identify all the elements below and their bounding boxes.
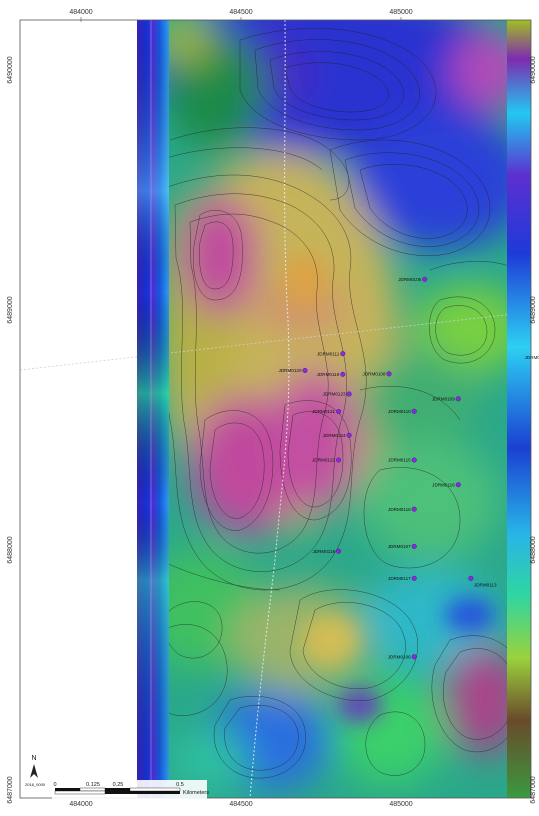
x-tick-label-top: 484000 [69, 9, 92, 16]
drillhole-marker-icon[interactable] [340, 351, 346, 357]
y-tick-label-left: 6489000 [7, 296, 14, 323]
y-tick-label-right: 6487000 [530, 776, 537, 803]
drillhole-marker-icon[interactable] [411, 543, 417, 549]
drillhole-marker-icon[interactable] [422, 276, 428, 282]
drillhole-JDRM0112[interactable]: JDRM0112 [525, 355, 539, 360]
drillhole-JDRM0109[interactable]: JDRM0109 [432, 396, 461, 401]
drillhole-layer: JDRM0105 JDRM0111 JDRM0112 JDRM0120 JDRM0119… [279, 276, 539, 659]
drillhole-marker-icon[interactable] [336, 409, 342, 415]
y-tick-label-right: 6490000 [530, 56, 537, 83]
drillhole-label: JDRM0116 [432, 482, 455, 487]
drillhole-label: JDRM0115 [388, 458, 411, 463]
drillhole-label: JDRM0120 [279, 368, 302, 373]
drillhole-marker-icon[interactable] [411, 506, 417, 512]
map-frame [19, 19, 532, 799]
drillhole-marker-icon[interactable] [411, 654, 417, 660]
x-tick-label-bottom: 485000 [389, 801, 412, 808]
drillhole-label: JDRM0112 [525, 355, 539, 360]
drillhole-JDRM0119[interactable]: JDRM0119 [312, 548, 342, 554]
drillhole-JDRM0121[interactable]: JDRM0121 [312, 409, 342, 415]
y-tick-label-left: 6490000 [7, 56, 14, 83]
drillhole-label: JDRM0121 [312, 409, 335, 414]
drillhole-marker-icon[interactable] [346, 391, 352, 397]
drillhole-JDRM0111[interactable]: JDRM0111 [317, 351, 346, 357]
x-tick-label-top: 485000 [389, 9, 412, 16]
drillhole-JDRM0107[interactable]: JDRM0107 [388, 543, 417, 549]
x-tick-label-bottom: 484000 [69, 801, 92, 808]
drillhole-label: JDRM0123 [323, 392, 346, 397]
scale-tick-2: 0.25 [113, 782, 124, 788]
drillhole-label: JDRM0109 [432, 396, 455, 401]
drillhole-JDRM0117[interactable]: JDRM0117 [388, 575, 417, 581]
scale-unit: Kilometers [183, 790, 209, 796]
drillhole-label: JDRM0118 [388, 507, 411, 512]
drillhole-label: JDRM0105 [398, 277, 421, 282]
drillhole-marker-icon[interactable] [336, 548, 342, 554]
drillhole-JDRM0123[interactable]: JDRM0123 [323, 391, 352, 397]
drillhole-marker-icon[interactable] [411, 457, 417, 463]
drillhole-label: JDRM0124 [323, 433, 346, 438]
drillhole-label: JDRM0122 [312, 458, 335, 463]
y-tick-label-right: 6488000 [530, 536, 537, 563]
drillhole-marker-icon[interactable] [455, 482, 461, 488]
drillhole-label: JDRM0108 [363, 371, 386, 376]
drillhole-marker-icon[interactable] [386, 371, 392, 377]
right-raster-strip [507, 20, 531, 798]
drillhole-JDRM0108[interactable]: JDRM0108 [363, 371, 392, 376]
drillhole-label: JDRM0119 [312, 549, 335, 554]
drillhole-marker-icon[interactable] [336, 457, 342, 463]
scale-tick-0: 0 [53, 782, 56, 788]
drillhole-JDRM0124[interactable]: JDRM0124 [323, 432, 352, 438]
left-raster-strip [137, 20, 169, 798]
corner-text: 2018_0000 [25, 782, 46, 787]
drillhole-label: JDRM0113 [474, 582, 497, 587]
scale-tick-3: 0.5 [176, 782, 184, 788]
y-tick-label-right: 6489000 [530, 296, 537, 323]
drillhole-marker-icon[interactable] [411, 408, 417, 414]
contour-lines [146, 28, 531, 779]
scale-tick-1: 0.125 [86, 782, 100, 788]
drillhole-label: JDRM0119 [317, 372, 340, 377]
drillhole-JDRM0110[interactable]: JDRM0110 [388, 408, 417, 414]
magnetic-raster [137, 20, 531, 798]
drillhole-JDRM0106[interactable]: JDRM0106 [388, 654, 417, 659]
drillhole-JDRM0116[interactable]: JDRM0116 [432, 482, 461, 488]
north-arrow-icon [30, 764, 38, 778]
drillhole-JDRM0113[interactable]: JDRM0113 [468, 575, 497, 587]
y-tick-label-left: 6487000 [7, 776, 14, 803]
section-line [19, 311, 532, 371]
drillhole-marker-icon[interactable] [468, 575, 474, 581]
drillhole-marker-icon[interactable] [340, 371, 346, 377]
north-arrow: N [30, 755, 38, 778]
drillhole-JDRM0105[interactable]: JDRM0105 [398, 276, 428, 282]
scale-bar: 0 0.125 0.25 0.5 Kilometers [52, 780, 209, 800]
north-arrow-label: N [31, 755, 36, 762]
drillhole-label: JDRM0117 [388, 576, 411, 581]
drillhole-JDRM0122[interactable]: JDRM0122 [312, 457, 342, 463]
survey-lines [249, 20, 290, 798]
drillhole-label: JDRM0110 [388, 409, 411, 414]
drillhole-JDRM0119[interactable]: JDRM0119 [317, 371, 346, 377]
x-tick-label-top: 484500 [229, 9, 252, 16]
y-tick-label-left: 6488000 [7, 536, 14, 563]
drillhole-marker-icon[interactable] [346, 432, 352, 438]
drillhole-JDRM0118[interactable]: JDRM0118 [388, 506, 417, 512]
drillhole-label: JDRM0111 [317, 351, 340, 356]
drillhole-marker-icon[interactable] [455, 396, 461, 402]
coordinate-ticks: 4840004840004845004845004850004850004855… [7, 9, 537, 808]
x-tick-label-bottom: 484500 [229, 801, 252, 808]
drillhole-label: JDRM0106 [388, 654, 411, 659]
drillhole-JDRM0120[interactable]: JDRM0120 [279, 367, 308, 373]
drillhole-marker-icon[interactable] [411, 575, 417, 581]
drillhole-label: JDRM0107 [388, 544, 411, 549]
drillhole-marker-icon[interactable] [302, 367, 308, 373]
drillhole-JDRM0115[interactable]: JDRM0115 [388, 457, 417, 463]
